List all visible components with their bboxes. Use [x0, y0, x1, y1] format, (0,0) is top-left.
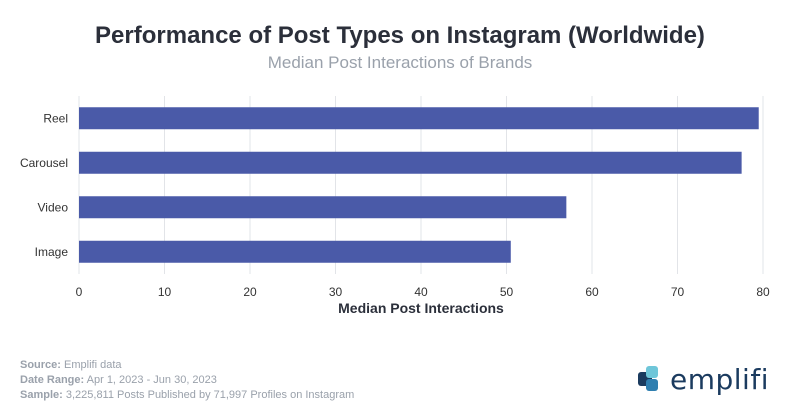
emplifi-logo-icon	[638, 366, 664, 392]
logo-text: emplifi	[670, 362, 769, 396]
category-label: Reel	[43, 111, 68, 125]
date-range-label: Date Range:	[20, 374, 85, 386]
chart-subtitle: Median Post Interactions of Brands	[267, 53, 533, 72]
x-tick-label: 10	[158, 285, 172, 299]
bar-reel	[79, 107, 759, 130]
bar-carousel	[79, 151, 742, 174]
x-tick-label: 40	[414, 285, 428, 299]
chart-title: Performance of Post Types on Instagram (…	[95, 22, 705, 49]
x-tick-label: 30	[329, 285, 343, 299]
source-line: Source: Emplifi data	[20, 358, 354, 373]
source-value: Emplifi data	[64, 359, 122, 371]
date-range-value: Apr 1, 2023 - Jun 30, 2023	[86, 374, 217, 386]
x-tick-label: 60	[585, 285, 599, 299]
emplifi-logo: emplifi	[638, 362, 769, 396]
sample-value: 3,225,811 Posts Published by 71,997 Prof…	[65, 389, 355, 401]
x-tick-label: 70	[671, 285, 685, 299]
x-tick-labels: 0 10 20 30 40 50 60 70 80	[76, 285, 770, 299]
category-label: Carousel	[20, 156, 68, 170]
x-tick-label: 20	[243, 285, 257, 299]
sample-label: Sample:	[20, 389, 63, 401]
x-tick-label: 0	[76, 285, 83, 299]
bar-image	[79, 240, 511, 263]
category-label: Video	[38, 200, 69, 214]
chart-footer: Source: Emplifi data Date Range: Apr 1, …	[20, 358, 354, 403]
category-label: Image	[35, 245, 69, 259]
bar-video	[79, 196, 567, 219]
source-label: Source:	[20, 359, 61, 371]
bars	[79, 107, 759, 263]
x-tick-label: 50	[500, 285, 514, 299]
category-labels: Reel Carousel Video Image	[20, 111, 68, 259]
x-tick-label: 80	[756, 285, 770, 299]
x-axis-title: Median Post Interactions	[338, 300, 504, 316]
sample-line: Sample: 3,225,811 Posts Published by 71,…	[20, 388, 354, 403]
date-range-line: Date Range: Apr 1, 2023 - Jun 30, 2023	[20, 373, 354, 388]
